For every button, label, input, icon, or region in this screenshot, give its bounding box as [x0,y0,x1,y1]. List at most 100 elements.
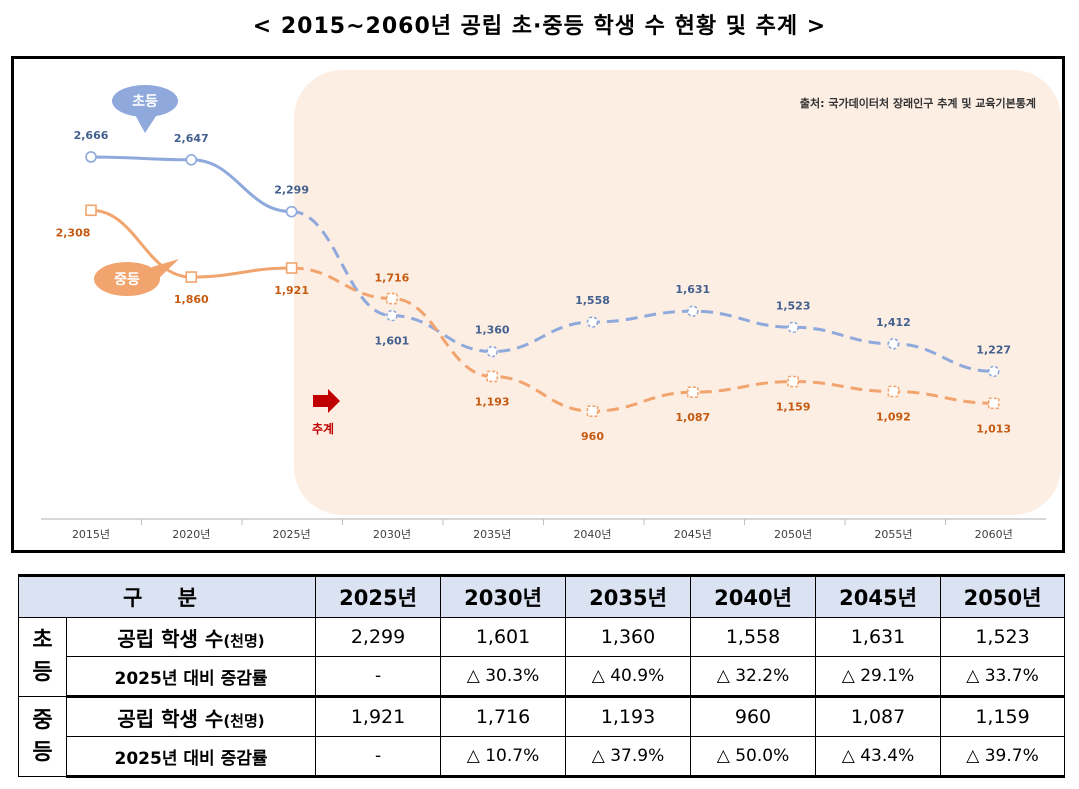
table-cell: △ 32.2% [690,656,817,698]
table-row: 초등 공립 학생 수(천명) 2,299 1,601 1,360 1,558 1… [18,617,1066,697]
table-cell: 1,631 [815,617,942,657]
table-row: 2025년 대비 증감률 - △ 30.3% △ 40.9% △ 32.2% △… [19,656,1066,698]
forecast-region [294,70,1061,515]
x-tick-label: 2030년 [373,528,411,541]
data-point [887,338,900,350]
data-label: 1,601 [375,335,410,348]
x-tick-label: 2060년 [975,528,1013,541]
x-axis: 2015년 2020년 2025년 2030년 2035년 2040년 2045년 2050년… [41,518,1046,541]
table-cell: 1,921 [315,696,442,737]
metric-label: 공립 학생 수(천명) [65,696,317,737]
series-line-forecast [291,266,994,413]
x-tick-label: 2045년 [674,528,712,541]
data-label: 1,087 [675,411,710,424]
metric-label: 공립 학생 수(천명) [65,617,317,657]
table-cell: 1,159 [940,696,1066,737]
x-tick-label: 2050년 [774,528,812,541]
x-tick-label: 2040년 [573,528,611,541]
table-row: 중등 공립 학생 수(천명) 1,921 1,716 1,193 960 1,0… [18,696,1066,777]
table-cell: 1,716 [440,696,567,737]
table-cell: 1,087 [815,696,942,737]
data-point [486,345,499,358]
header-year: 2030년 [440,574,567,618]
table-row: 2025년 대비 증감률 - △ 10.7% △ 37.9% △ 50.0% △… [19,736,1066,778]
data-label: 1,860 [174,293,209,306]
table-cell: - [315,656,442,698]
data-point [386,292,398,305]
source-note: 출처: 국가데이터처 장래인구 추계 및 교육기본통계 [800,96,1036,110]
series-layer: 2,666 2,647 2,299 1,601 1,360 1,558 1,631 1,523… [56,129,1011,443]
forecast-arrow-icon [313,389,340,413]
table-header-row: 구 분 2025년 2030년 2035년 2040년 2045년 2050년 [17,574,1066,618]
x-tick-label: 2025년 [273,528,311,541]
data-point [686,305,699,317]
data-point [887,385,900,398]
data-point [85,151,97,163]
series-callout: 중등 [94,259,179,296]
data-label: 2,299 [274,184,309,197]
table-cell: △ 33.7% [940,656,1066,698]
table-cell: 960 [690,696,817,737]
data-point [686,386,699,399]
data-point [787,375,799,388]
series-line-forecast [291,210,994,373]
x-tick-label: 2035년 [473,528,511,541]
data-point [386,309,398,322]
data-point [185,153,198,166]
table-cell: 2,299 [315,617,442,657]
data-label: 1,159 [776,401,811,414]
data-point [787,321,799,334]
data-point [586,316,599,328]
data-point [486,370,499,383]
header-year: 2050년 [940,574,1066,618]
series-callout: 초등 [112,85,178,133]
group-label: 초등 [32,628,53,685]
data-label: 1,092 [876,410,911,423]
table-cell: △ 39.7% [940,736,1066,778]
data-label: 1,360 [475,324,510,337]
header-year: 2035년 [565,574,692,618]
data-label: 2,647 [174,132,209,145]
table-cell: 1,193 [565,696,692,737]
group-elementary: 초등 [18,617,67,697]
page-title: < 2015~2060년 공립 초·중등 학생 수 현황 및 추계 > [252,14,827,39]
table-cell: △ 10.7% [440,736,567,778]
table-cell: 1,523 [940,617,1066,657]
group-secondary: 중등 [18,696,67,777]
table-cell: 1,360 [565,617,692,657]
data-label: 2,308 [56,226,91,239]
line-chart: 출처: 국가데이터처 장래인구 추계 및 교육기본통계 2015년 2020년 20… [41,70,1061,541]
table-cell: - [315,736,442,778]
table-cell: △ 43.4% [815,736,942,778]
forecast-label: 추계 [312,421,334,436]
header-year: 2045년 [815,574,942,618]
stats-table: 구 분 2025년 2030년 2035년 2040년 2045년 2050년 … [17,574,1066,778]
table-cell: △ 40.9% [565,656,692,698]
table-cell: 1,601 [440,617,567,657]
data-label: 1,921 [274,284,309,297]
x-tick-label: 2015년 [72,528,110,541]
group-label: 중등 [32,707,53,765]
table-cell: △ 30.3% [440,656,567,698]
data-label: 1,013 [976,422,1011,435]
table-cell: 1,558 [690,617,817,657]
data-label: 1,631 [675,283,710,296]
header-year: 2025년 [315,574,442,618]
series-name-label: 중등 [114,272,140,288]
table-cell: △ 50.0% [690,736,817,778]
data-point [987,365,1000,378]
data-label: 1,193 [475,395,510,408]
chart-frame: 출처: 국가데이터처 장래인구 추계 및 교육기본통계 2015년 2020년 20… [11,56,1065,553]
x-tick-label: 2055년 [874,528,912,541]
data-label: 1,558 [575,294,610,307]
metric-label: 2025년 대비 증감률 [65,736,317,778]
data-point [285,205,298,218]
data-point [185,271,198,283]
data-label: 1,227 [976,343,1011,356]
data-label: 2,666 [74,129,109,142]
series-name-label: 초등 [132,94,158,110]
x-tick-label: 2020년 [172,528,210,541]
data-label: 960 [581,430,604,443]
data-point [586,405,599,417]
